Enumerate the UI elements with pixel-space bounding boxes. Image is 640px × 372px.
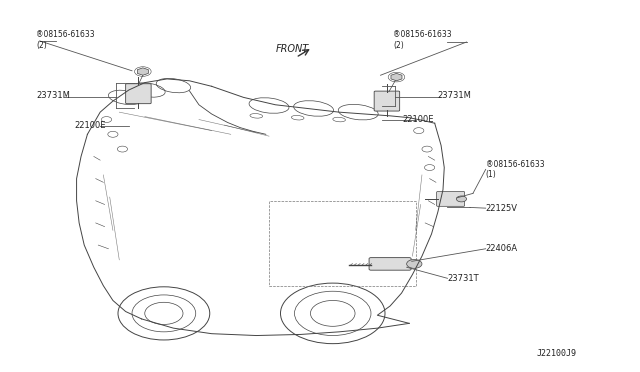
Text: FRONT: FRONT bbox=[275, 44, 308, 54]
Text: 23731M: 23731M bbox=[438, 91, 472, 100]
FancyBboxPatch shape bbox=[369, 258, 411, 270]
Text: 23731M: 23731M bbox=[36, 91, 70, 100]
Text: ®08156-61633
(2): ®08156-61633 (2) bbox=[36, 31, 95, 50]
Text: 22100E: 22100E bbox=[75, 121, 106, 129]
Text: ®08156-61633
(2): ®08156-61633 (2) bbox=[394, 31, 452, 50]
Text: 23731T: 23731T bbox=[447, 274, 479, 283]
FancyBboxPatch shape bbox=[436, 192, 465, 206]
Text: 22100E: 22100E bbox=[403, 115, 435, 124]
Polygon shape bbox=[391, 73, 402, 81]
Text: 22406A: 22406A bbox=[486, 244, 518, 253]
Circle shape bbox=[456, 196, 467, 202]
FancyBboxPatch shape bbox=[374, 91, 399, 111]
Text: J22100J9: J22100J9 bbox=[537, 350, 577, 359]
Polygon shape bbox=[138, 68, 148, 75]
Circle shape bbox=[406, 260, 422, 268]
Text: ®08156-61633
(1): ®08156-61633 (1) bbox=[486, 160, 544, 179]
Text: 22125V: 22125V bbox=[486, 203, 518, 213]
FancyBboxPatch shape bbox=[125, 84, 151, 104]
Bar bbox=[269, 201, 415, 286]
